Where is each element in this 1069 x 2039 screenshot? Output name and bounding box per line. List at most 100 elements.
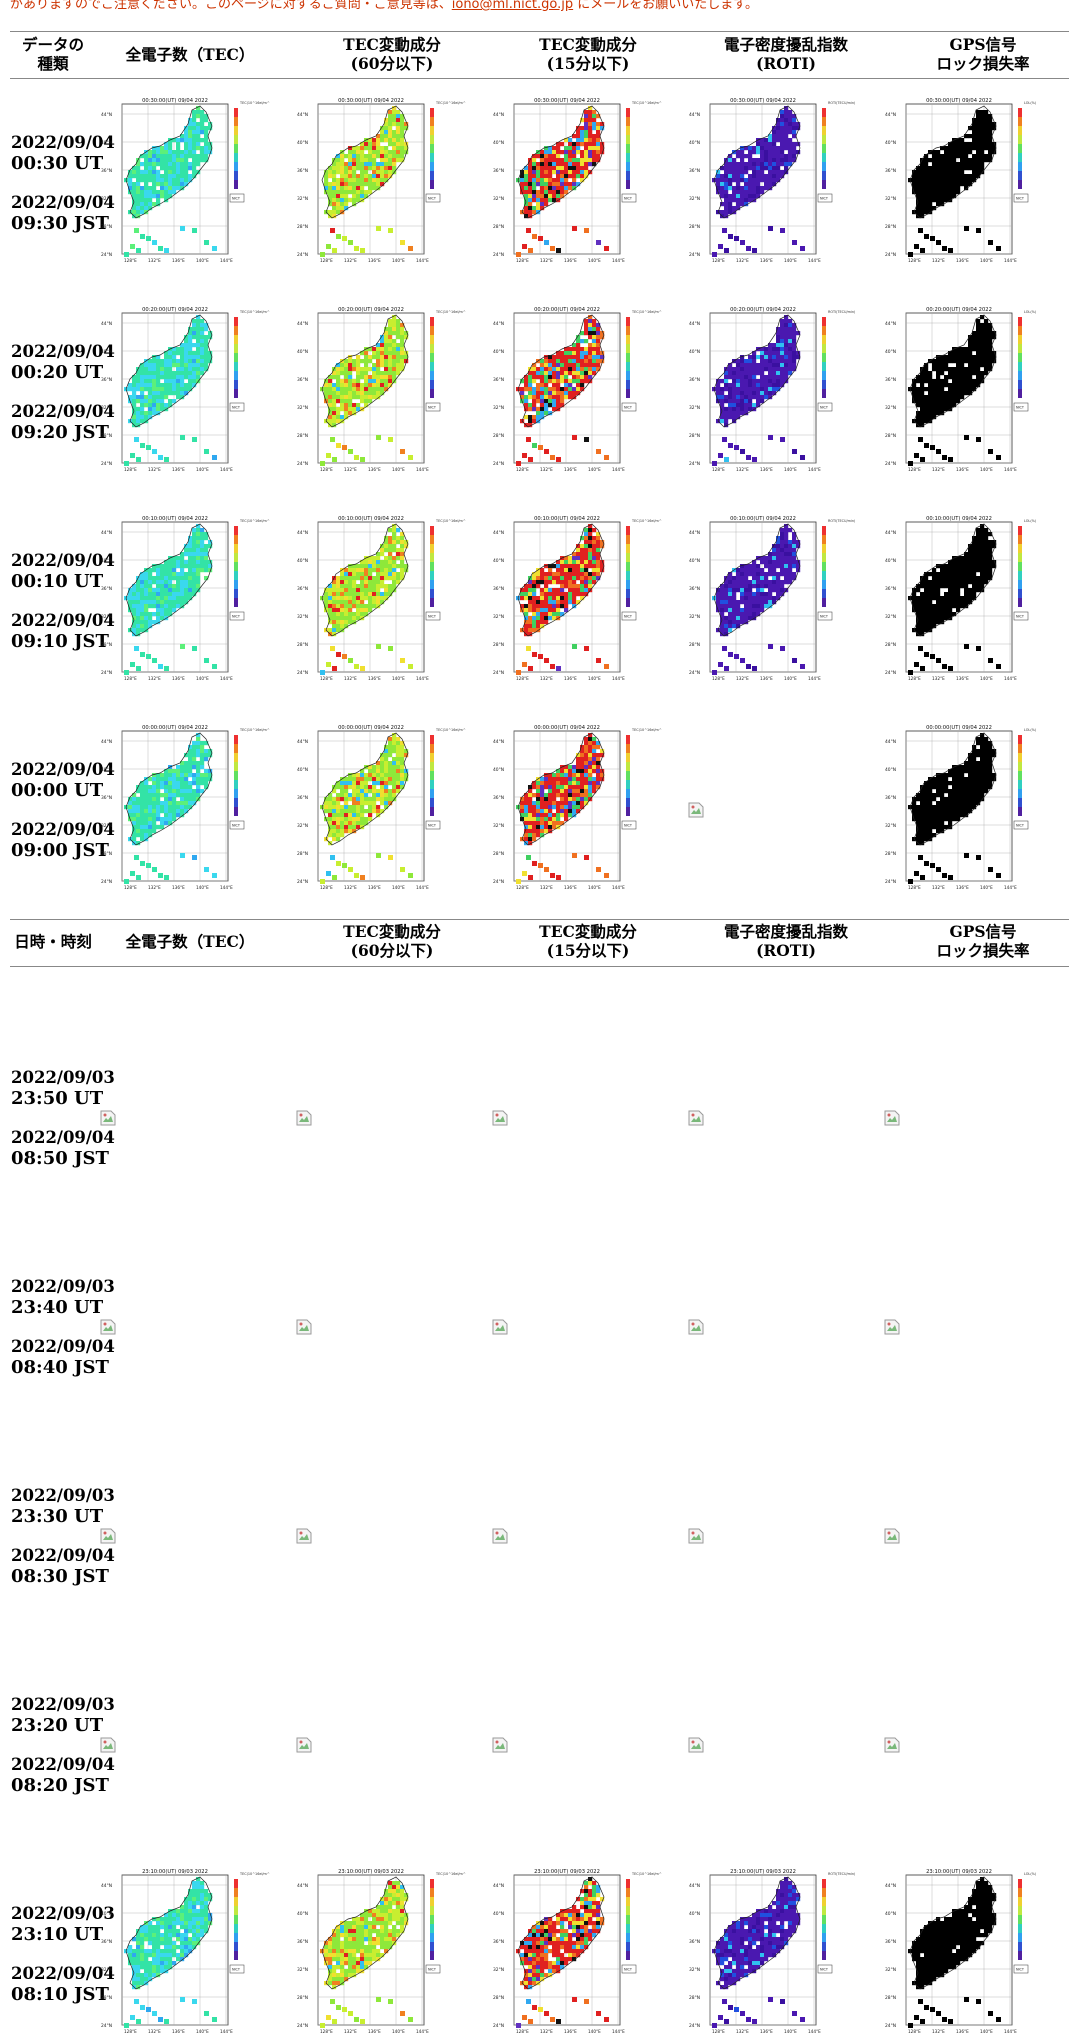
map-cell	[188, 154, 192, 158]
map-cell	[908, 670, 913, 675]
map-cell	[956, 162, 960, 166]
map-cell	[148, 604, 152, 608]
map-cell	[772, 174, 776, 178]
map-cell	[568, 395, 572, 399]
map-cell	[732, 604, 736, 608]
map-cell	[980, 544, 984, 548]
map-cell	[740, 194, 744, 198]
map-cell	[372, 166, 376, 170]
map-cell	[540, 383, 544, 387]
map-cell	[376, 355, 380, 359]
map-cell	[384, 367, 388, 371]
map-cell	[928, 194, 932, 198]
map-cell	[336, 206, 340, 210]
map-cell	[776, 170, 780, 174]
map-cell	[372, 182, 376, 186]
map-cell	[956, 170, 960, 174]
map-cell	[188, 757, 192, 761]
map-cell	[964, 572, 968, 576]
map-cell	[552, 186, 556, 190]
map-cell	[184, 166, 188, 170]
map-cell	[536, 391, 540, 395]
lon-label: 144°E	[1004, 258, 1017, 263]
map-cell	[952, 150, 956, 154]
map-cell	[388, 556, 392, 560]
map-cell	[956, 584, 960, 588]
map-title: 00:30:00(UT) 09/04 2022	[534, 98, 600, 104]
map-cell	[368, 178, 372, 182]
map-cell	[364, 375, 368, 379]
map-cell	[736, 572, 740, 576]
map-cell	[368, 154, 372, 158]
map-cell	[172, 383, 176, 387]
map-cell	[596, 339, 600, 343]
map-cell	[572, 158, 576, 162]
map-cell	[718, 662, 723, 667]
map-cell	[760, 178, 764, 182]
map-cell	[336, 162, 340, 166]
map-cell	[152, 588, 156, 592]
map-cell	[772, 170, 776, 174]
map-cell	[544, 194, 548, 198]
map-cell	[152, 600, 156, 604]
map-cell	[972, 138, 976, 142]
map-cell	[760, 592, 764, 596]
map-cell	[580, 367, 584, 371]
colorbar-swatch	[234, 108, 238, 117]
map-cell	[596, 130, 600, 134]
map-cell	[752, 572, 756, 576]
map-cell	[164, 174, 168, 178]
map-cell	[572, 355, 576, 359]
map-cell	[396, 118, 400, 122]
map-cell	[944, 604, 948, 608]
map-cell	[788, 327, 792, 331]
map-cell	[732, 395, 736, 399]
map-cell	[932, 572, 936, 576]
map-cell	[572, 154, 576, 158]
map-cell	[556, 363, 560, 367]
colorbar-swatch	[234, 389, 238, 398]
map-cell	[736, 375, 740, 379]
map-cell	[156, 367, 160, 371]
contact-email-link[interactable]: iono@ml.nict.go.jp	[452, 0, 573, 12]
map-cell	[748, 383, 752, 387]
map-cell	[720, 174, 724, 178]
map-cell	[760, 367, 764, 371]
colorbar-swatch	[626, 317, 630, 326]
map-cell	[792, 552, 796, 556]
map-cell	[932, 592, 936, 596]
map-cell	[548, 359, 552, 363]
map-cell	[960, 355, 964, 359]
map-cell	[196, 371, 200, 375]
map-cell	[340, 399, 344, 403]
map-cell	[384, 363, 388, 367]
map-cell	[348, 240, 353, 245]
map-cell	[952, 600, 956, 604]
map-cell	[920, 457, 925, 462]
map-cell	[140, 576, 144, 580]
map-cell	[732, 158, 736, 162]
colorbar-swatch	[1018, 180, 1022, 189]
map-cell	[780, 584, 784, 588]
map-cell	[368, 162, 372, 166]
map-cell	[936, 407, 940, 411]
map-cell	[168, 568, 172, 572]
map-cell	[184, 134, 188, 138]
map-cell	[920, 600, 924, 604]
